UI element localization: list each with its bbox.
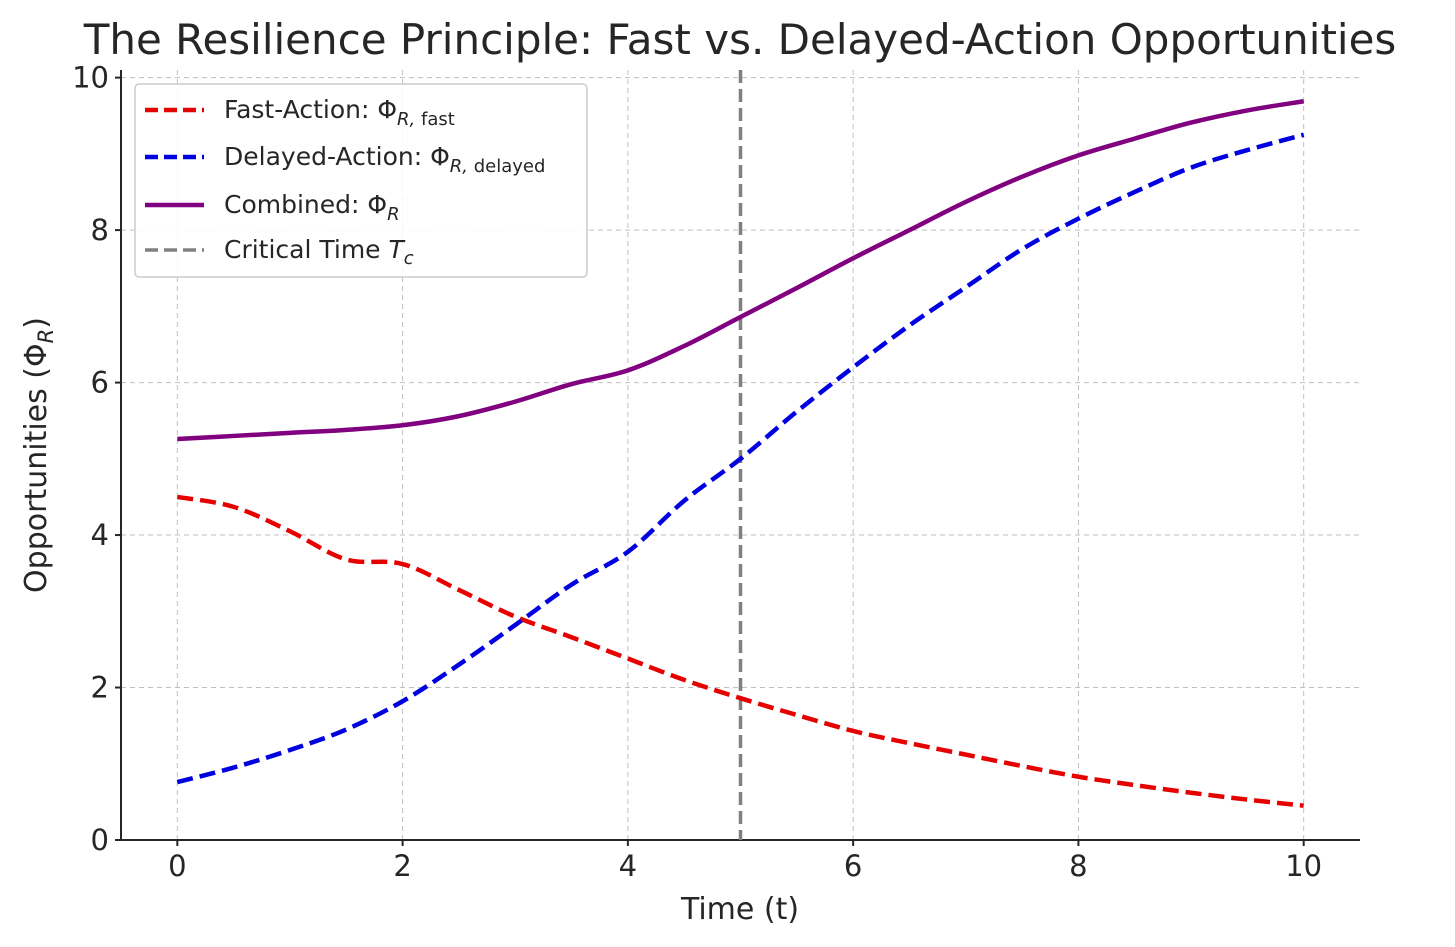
y-tick-label: 10 bbox=[72, 61, 109, 95]
x-tick-label: 4 bbox=[619, 849, 637, 883]
delayed-action-line bbox=[176, 132, 1305, 785]
legend-label: Critical Time Tc bbox=[224, 235, 414, 269]
x-tick-label: 0 bbox=[168, 849, 186, 883]
y-tick-label: 6 bbox=[91, 366, 109, 400]
y-tick-label: 8 bbox=[91, 213, 109, 247]
series-layer bbox=[176, 70, 1305, 840]
y-tick-label: 2 bbox=[91, 671, 109, 705]
x-tick-label: 6 bbox=[844, 849, 862, 883]
fast-action-line bbox=[176, 494, 1304, 808]
x-tick-label: 2 bbox=[393, 849, 411, 883]
chart-title: The Resilience Principle: Fast vs. Delay… bbox=[83, 15, 1397, 64]
legend-entry-critical-time: Critical Time Tc bbox=[145, 235, 414, 269]
y-tick-label: 0 bbox=[91, 823, 109, 857]
y-axis-label: Opportunities (ΦR) bbox=[19, 317, 58, 593]
combined-line bbox=[177, 99, 1305, 442]
legend-box bbox=[134, 83, 588, 278]
x-tick-label: 8 bbox=[1069, 849, 1087, 883]
y-axis-label-sub: R bbox=[34, 329, 58, 344]
y-tick-label: 4 bbox=[91, 518, 109, 552]
x-tick-label: 10 bbox=[1285, 849, 1322, 883]
x-axis-label: Time (t) bbox=[680, 892, 799, 927]
